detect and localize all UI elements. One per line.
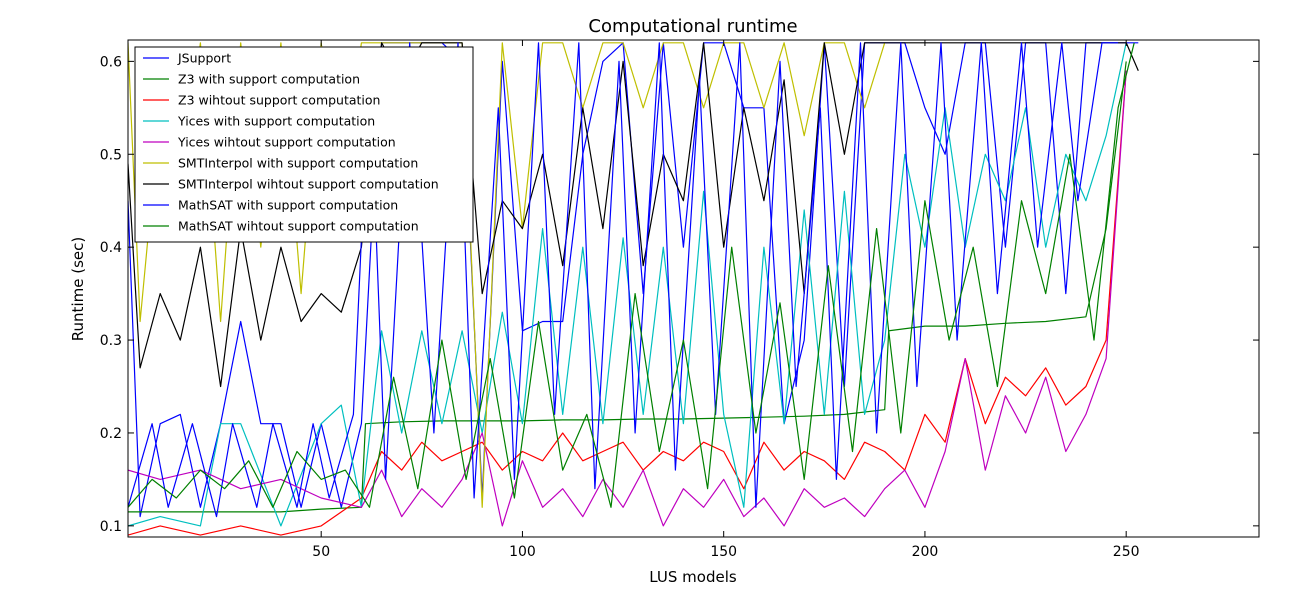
plot-frame <box>127 39 1260 538</box>
y-tick-label: 0.2 <box>100 426 122 442</box>
chart-title: Computational runtime <box>588 16 797 37</box>
legend-entry-label: Yices wihtout support computation <box>177 135 396 150</box>
x-tick-label: 50 <box>312 544 330 560</box>
series-line-5 <box>128 70 1127 527</box>
series-line-2 <box>128 61 1127 513</box>
x-tick-label: 200 <box>912 544 939 560</box>
legend-entry-label: JSupport <box>177 51 231 66</box>
x-axis-label: LUS models <box>649 568 737 586</box>
y-tick-label: 0.1 <box>100 519 122 535</box>
series-layer <box>128 42 1139 536</box>
x-tick-label: 250 <box>1113 544 1140 560</box>
legend-entry-label: MathSAT wihtout support computation <box>178 219 419 234</box>
legend-entry-label: Z3 with support computation <box>178 72 360 87</box>
y-axis-label: Runtime (sec) <box>69 237 87 341</box>
series-line-7 <box>128 42 1139 388</box>
legend-entry-label: SMTInterpol wihtout support computation <box>178 177 439 192</box>
legend-entry-label: Z3 wihtout support computation <box>178 93 380 108</box>
series-line-9 <box>128 42 1135 508</box>
legend-entry-label: SMTInterpol with support computation <box>178 156 418 171</box>
legend-entry-label: Yices with support computation <box>177 114 375 129</box>
legend-box <box>134 46 474 243</box>
series-line-8 <box>128 42 1119 518</box>
legend: JSupport Z3 with support computation Z3 wi… <box>134 46 474 243</box>
y-tick-label: 0.5 <box>100 147 122 163</box>
y-tick-label: 0.4 <box>100 240 122 256</box>
ticks-layer: 50 100 150 200 250 0.1 0.2 0.3 0.4 0.5 0.6 <box>100 40 1259 560</box>
series-line-3 <box>128 70 1127 536</box>
x-tick-label: 100 <box>509 544 536 560</box>
series-line-4 <box>128 42 1127 527</box>
legend-entry-label: MathSAT with support computation <box>178 198 398 213</box>
x-tick-label: 150 <box>710 544 737 560</box>
y-tick-label: 0.6 <box>100 54 122 70</box>
y-tick-label: 0.3 <box>100 333 122 349</box>
